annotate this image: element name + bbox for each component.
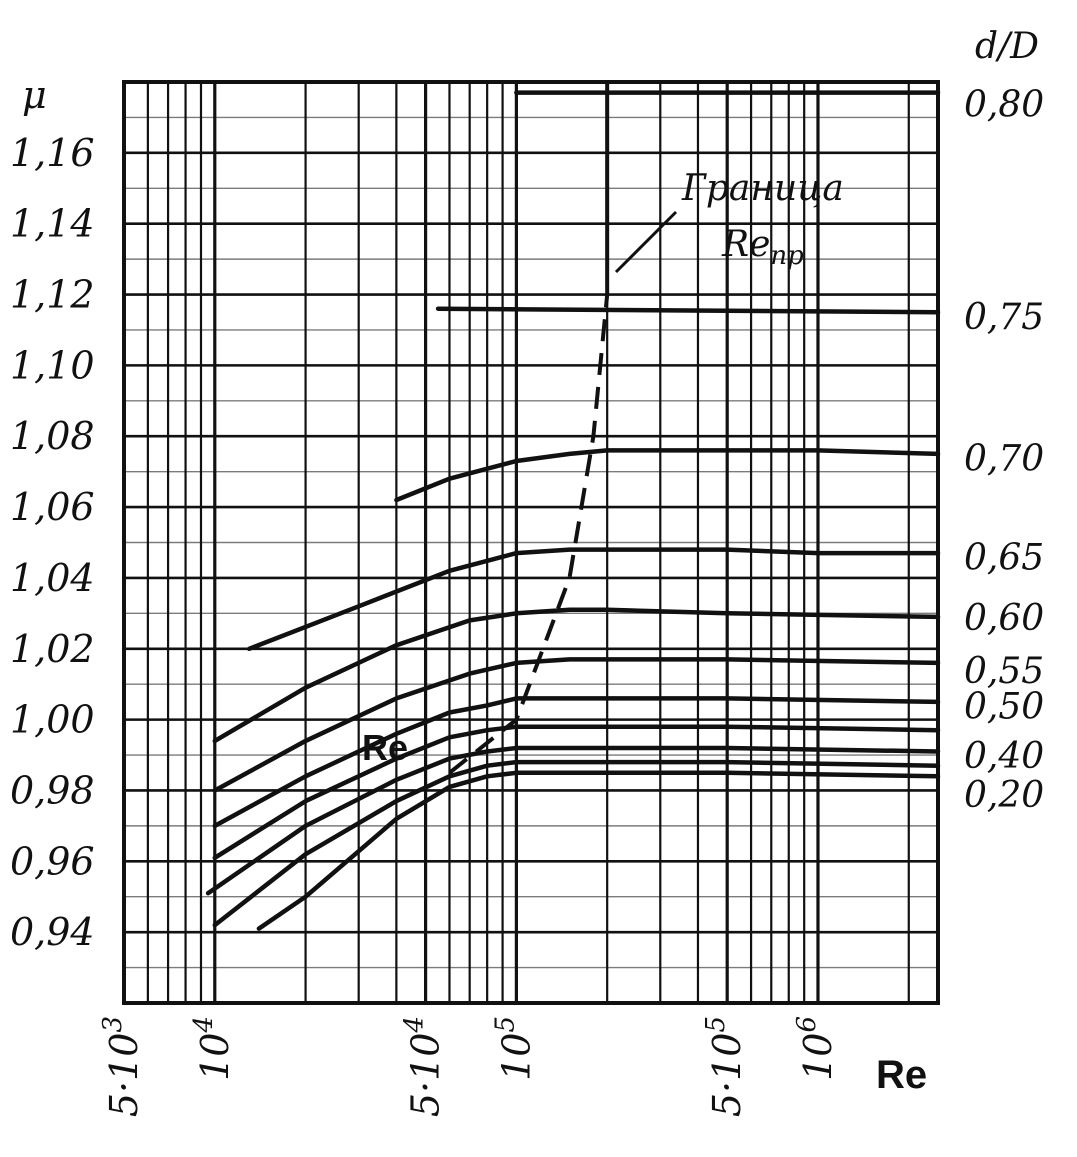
y-axis-label-right: d/D — [975, 26, 1039, 67]
x-tick-label: 105 — [490, 1016, 538, 1081]
x-tick-label: 5·103 — [98, 1016, 146, 1117]
right-label: 0,20 — [964, 775, 1044, 816]
series-line — [212, 657, 941, 793]
x-tick-exponent: 6 — [792, 1016, 822, 1033]
y-tick-label: 0,94 — [10, 910, 95, 954]
inner-re-label: Re — [362, 727, 408, 768]
x-axis-label: Re — [876, 1053, 927, 1097]
plot-frame — [122, 80, 940, 1005]
annotation-leader — [614, 210, 678, 274]
x-tick-mantissa: 10 — [494, 1033, 538, 1081]
x-tick-exponent: 4 — [400, 1016, 430, 1034]
x-tick-exponent: 4 — [189, 1016, 219, 1034]
x-tick-mantissa: 10 — [193, 1033, 237, 1081]
boundary-line — [448, 294, 610, 775]
y-tick-label: 1,00 — [10, 698, 95, 742]
x-tick-exponent: 5 — [701, 1016, 731, 1033]
x-tick-label: 106 — [792, 1016, 840, 1081]
series-group — [205, 82, 941, 931]
right-label: 0,75 — [964, 297, 1044, 338]
right-label: 0,55 — [964, 651, 1044, 692]
right-labels: 0,80 0,75 0,70 0,65 0,60 0,550,50 0,400,20 — [964, 84, 1044, 816]
y-tick-label: 1,08 — [10, 414, 95, 458]
y-tick-label: 1,16 — [10, 131, 95, 175]
series-line — [256, 770, 941, 931]
right-label: 0,40 — [964, 736, 1044, 777]
series-line — [394, 448, 941, 503]
series-line — [212, 759, 941, 928]
y-tick-label: 0,96 — [10, 839, 95, 883]
right-label: 0,50 — [964, 686, 1044, 727]
series-line — [212, 696, 941, 829]
x-tick-label: 104 — [189, 1016, 237, 1081]
plot-border — [122, 80, 940, 1005]
y-axis-label-left: μ — [22, 73, 47, 117]
y-tick-label: 1,12 — [10, 273, 95, 317]
annotation-title: Граница — [681, 168, 844, 209]
x-tick-exponent: 5 — [490, 1016, 520, 1033]
y-tick-label: 0,98 — [10, 768, 95, 812]
series-line — [205, 745, 941, 896]
x-tick-mantissa: 5·10 — [705, 1033, 749, 1118]
right-label: 0,60 — [964, 598, 1044, 639]
x-tick-mantissa: 5·10 — [102, 1033, 146, 1118]
grid — [122, 80, 938, 1005]
x-tick-exponent: 3 — [98, 1016, 128, 1033]
series-line — [212, 724, 941, 861]
y-tick-label: 1,02 — [10, 627, 95, 671]
series-line — [246, 547, 941, 652]
series-line — [435, 306, 941, 315]
y-tick-label: 1,10 — [10, 343, 95, 387]
y-tick-labels: 1,16 1,14 1,12 1,10 1,08 1,06 1,04 1,02 1,00 0,98… — [10, 131, 95, 954]
right-label: 0,80 — [964, 84, 1044, 125]
annotation-sub-main: Re — [721, 224, 770, 265]
series-line — [212, 607, 941, 744]
right-label: 0,70 — [964, 438, 1044, 479]
y-tick-label: 1,04 — [10, 556, 95, 600]
annotation-sub: Reпр — [721, 224, 804, 271]
x-tick-label: 5·105 — [701, 1016, 749, 1117]
boundary-annotation: Граница Reпр — [614, 168, 844, 274]
y-tick-label: 1,06 — [10, 485, 95, 529]
right-label: 0,65 — [964, 538, 1044, 579]
x-tick-mantissa: 5·10 — [404, 1033, 448, 1118]
x-tick-label: 5·104 — [400, 1016, 448, 1117]
x-tick-mantissa: 10 — [796, 1033, 840, 1081]
y-tick-label: 1,14 — [10, 202, 95, 246]
annotation-sub-index: пр — [770, 241, 804, 271]
